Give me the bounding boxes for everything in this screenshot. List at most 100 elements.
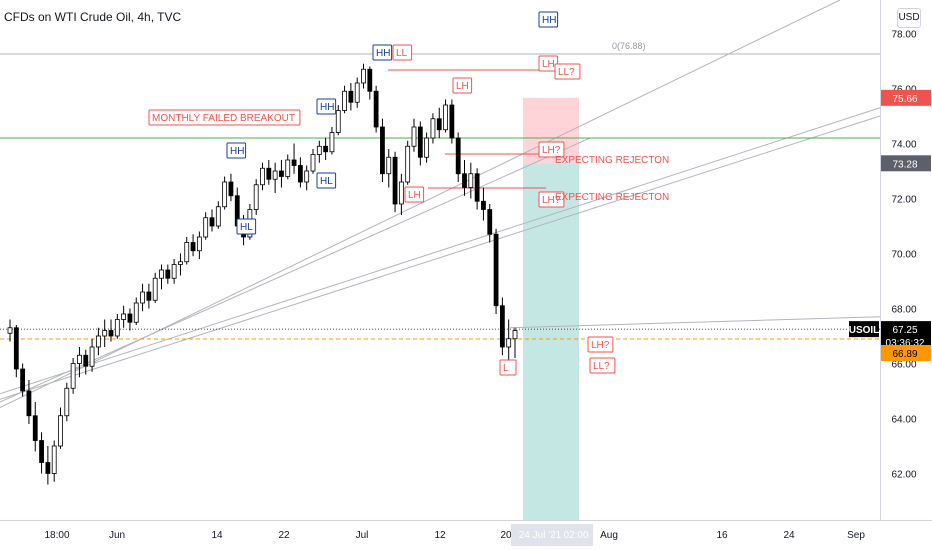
annotation-box[interactable] bbox=[148, 109, 301, 126]
trendline-6[interactable] bbox=[509, 316, 881, 329]
annotation-label[interactable]: MONTHLY FAILED BREAKOUT bbox=[152, 113, 295, 124]
price-axis[interactable] bbox=[880, 0, 932, 550]
stop-price-label: 66.89 bbox=[892, 349, 917, 360]
annotation-label[interactable]: HH bbox=[542, 15, 556, 26]
stop-price-tag bbox=[881, 345, 931, 362]
x-tick-label: 12 bbox=[434, 530, 446, 541]
annotation-label[interactable]: HL bbox=[320, 176, 333, 187]
trendline-2[interactable] bbox=[0, 115, 881, 400]
candle-body bbox=[449, 104, 455, 139]
candle-body bbox=[171, 264, 177, 279]
candle-body bbox=[323, 145, 329, 153]
candle-body bbox=[386, 156, 392, 175]
annotation-box[interactable] bbox=[538, 11, 559, 28]
annotation-box[interactable] bbox=[499, 359, 517, 376]
last-price-label: 67.25 bbox=[892, 325, 917, 336]
annotation-box[interactable] bbox=[226, 142, 247, 159]
candle-body bbox=[361, 68, 366, 84]
candle-body bbox=[462, 173, 467, 188]
annotation-label[interactable]: L bbox=[503, 363, 509, 374]
annotation-box[interactable] bbox=[538, 191, 565, 208]
trendline-1[interactable] bbox=[0, 0, 841, 408]
candle-body bbox=[266, 167, 272, 180]
candle-body bbox=[108, 330, 114, 337]
annotation-box[interactable] bbox=[392, 44, 413, 61]
candle-body bbox=[196, 236, 202, 252]
candle-body bbox=[424, 137, 430, 158]
annotation-label[interactable]: LH bbox=[456, 81, 469, 92]
candle-body bbox=[430, 118, 436, 139]
candle-body bbox=[209, 217, 215, 227]
target-price-tag bbox=[881, 89, 931, 106]
candle-body bbox=[487, 209, 493, 235]
trendline-4[interactable] bbox=[0, 137, 591, 403]
y-tick-label: 66.00 bbox=[891, 360, 916, 371]
candle-body bbox=[64, 387, 70, 417]
candle-body bbox=[348, 90, 354, 103]
candle-body bbox=[146, 291, 152, 301]
annotation-box[interactable] bbox=[372, 44, 393, 61]
candle-body bbox=[392, 156, 398, 205]
candle-body bbox=[512, 330, 518, 340]
annotation-label[interactable]: HL bbox=[240, 222, 253, 233]
annotation-box[interactable] bbox=[587, 336, 614, 353]
y-tick-label: 64.00 bbox=[891, 415, 916, 426]
candle-body bbox=[443, 104, 448, 131]
take-profit-zone bbox=[523, 163, 579, 521]
candle-body bbox=[493, 233, 499, 307]
annotation-label[interactable]: LH bbox=[542, 59, 555, 70]
candle-body bbox=[398, 181, 404, 205]
time-highlight-date: 24 Jul '21 bbox=[519, 530, 562, 541]
candle-body bbox=[506, 338, 512, 348]
annotation-box[interactable] bbox=[236, 218, 257, 235]
candle-body bbox=[279, 170, 284, 177]
annotation-label[interactable]: HH bbox=[230, 146, 244, 157]
chart-title: CFDs on WTI Crude Oil, 4h, TVC bbox=[4, 10, 182, 24]
x-tick-label: Aug bbox=[600, 530, 618, 541]
annotation-box[interactable] bbox=[589, 357, 616, 374]
candle-body bbox=[190, 242, 196, 252]
x-tick-label: 24 bbox=[783, 530, 795, 541]
candle-body bbox=[215, 206, 221, 227]
annotation-box[interactable] bbox=[404, 186, 425, 203]
annotation-label[interactable]: HH bbox=[376, 48, 390, 59]
symbol-label: USOIL bbox=[849, 325, 880, 336]
candle-body bbox=[436, 118, 442, 131]
annotation-label[interactable]: HH bbox=[320, 102, 334, 113]
candle-body bbox=[455, 137, 461, 175]
y-tick-label: 70.00 bbox=[891, 250, 916, 261]
target-price-label: 75.66 bbox=[892, 94, 917, 105]
annotation-box[interactable] bbox=[316, 98, 337, 115]
candle-body bbox=[184, 242, 190, 263]
annotation-label[interactable]: LL? bbox=[593, 361, 610, 372]
candle-body bbox=[152, 277, 158, 301]
x-tick-label: 22 bbox=[278, 530, 290, 541]
candle-body bbox=[260, 167, 265, 186]
candle-body bbox=[253, 184, 259, 210]
candle-body bbox=[83, 354, 89, 367]
annotation-box[interactable] bbox=[554, 63, 581, 80]
annotation-label[interactable]: LH? bbox=[591, 340, 610, 351]
x-tick-label: Sep bbox=[847, 530, 865, 541]
currency-button[interactable]: USD bbox=[897, 8, 921, 28]
candle-body bbox=[70, 363, 76, 389]
symbol-tag bbox=[849, 321, 879, 338]
reference-high-label: 0(76.88) bbox=[612, 41, 646, 51]
trendline-3[interactable] bbox=[0, 107, 881, 395]
annotation-label[interactable]: LL? bbox=[558, 67, 575, 78]
annotation-box[interactable] bbox=[316, 172, 337, 189]
candle-body bbox=[291, 159, 297, 166]
rejection-note[interactable]: EXPECTING REJECTON bbox=[555, 192, 669, 203]
annotation-label[interactable]: LH? bbox=[542, 145, 561, 156]
candle-body bbox=[367, 68, 373, 92]
x-tick-label: 14 bbox=[211, 530, 223, 541]
annotation-box[interactable] bbox=[538, 141, 565, 158]
annotation-label[interactable]: LH? bbox=[542, 195, 561, 206]
annotation-box[interactable] bbox=[452, 77, 473, 94]
annotation-label[interactable]: LL bbox=[396, 48, 408, 59]
annotation-label[interactable]: LH bbox=[408, 190, 421, 201]
candle-body bbox=[39, 440, 44, 463]
rejection-note[interactable]: EXPECTING REJECTON bbox=[555, 155, 669, 166]
